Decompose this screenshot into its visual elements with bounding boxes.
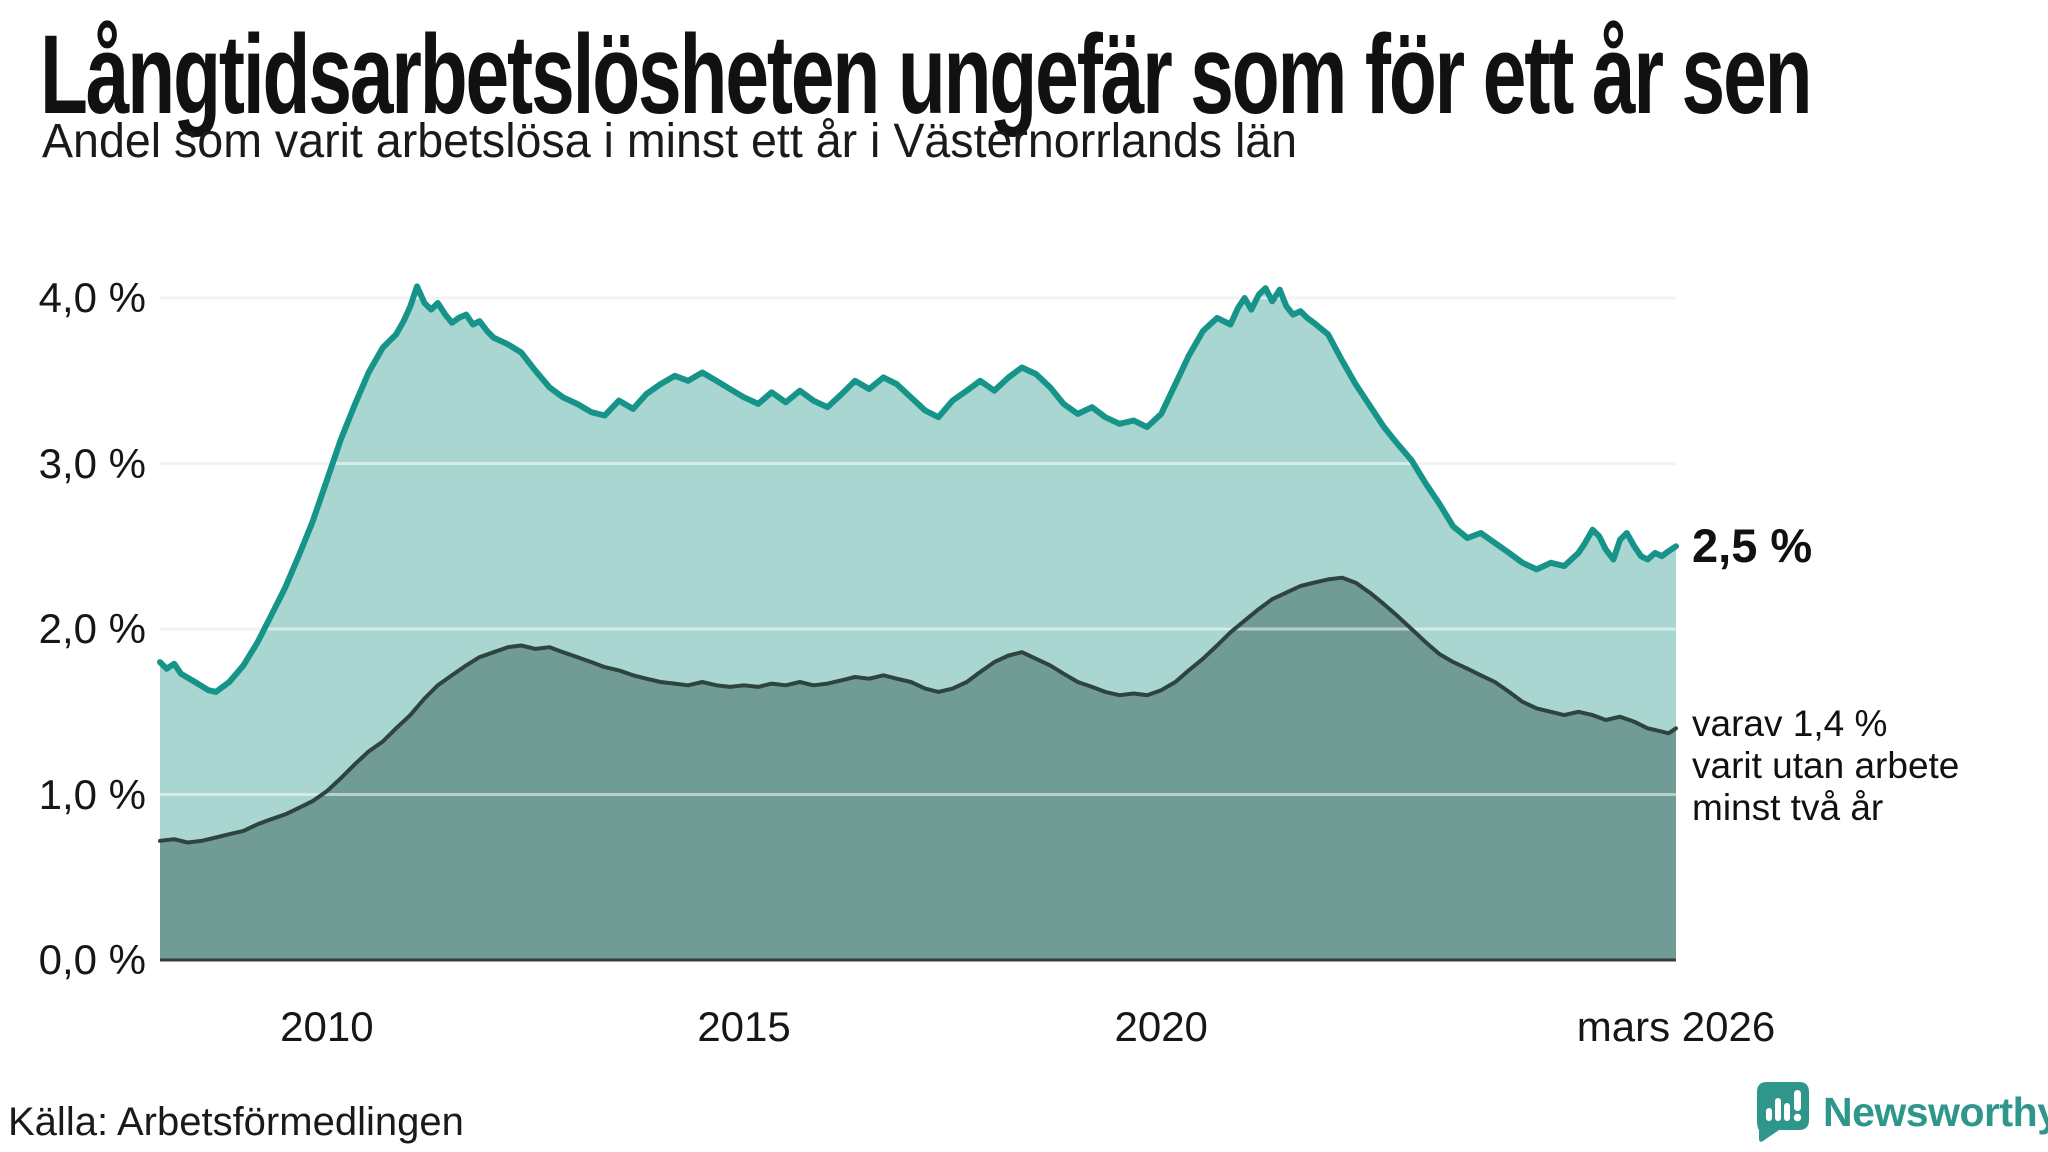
- x-tick-2015: 2015: [697, 1003, 791, 1050]
- series-line-1: [158, 575, 1678, 845]
- annotation-subset-line3: minst två år: [1692, 787, 1884, 829]
- annotation-total-value: 2,5 %: [1692, 519, 1813, 573]
- y-tick-2: 2,0 %: [38, 605, 146, 652]
- source-note: Källa: Arbetsförmedlingen: [8, 1100, 464, 1144]
- y-tick-4: 4,0 %: [38, 274, 146, 321]
- series-line-0: [157, 283, 1679, 695]
- annotation-subset-value: varav 1,4 % varit utan arbete minst två …: [1692, 703, 1959, 829]
- x-tick-mars-2026: mars 2026: [1576, 1003, 1776, 1050]
- chart-subtitle: Andel som varit arbetslösa i minst ett å…: [42, 115, 1298, 168]
- x-tick-2020: 2020: [1114, 1003, 1208, 1050]
- chart-title: Långtidsarbetslösheten ungefär som för e…: [40, 12, 1812, 137]
- newsworthy-wordmark: Newsworthy: [1823, 1088, 2048, 1135]
- newsworthy-logo: Newsworthy: [1756, 1080, 2048, 1144]
- newsworthy-bubble-icon: [1757, 1082, 1809, 1142]
- x-tick-2010: 2010: [280, 1003, 374, 1050]
- y-tick-3: 3,0 %: [38, 439, 146, 487]
- y-tick-0: 0,0 %: [38, 936, 146, 983]
- y-tick-1: 1,0 %: [38, 770, 146, 818]
- area-fill-series-1: [160, 577, 1676, 960]
- annotation-subset-line2: varit utan arbete: [1692, 745, 1960, 787]
- annotation-subset-line1: varav 1,4 %: [1692, 703, 1888, 745]
